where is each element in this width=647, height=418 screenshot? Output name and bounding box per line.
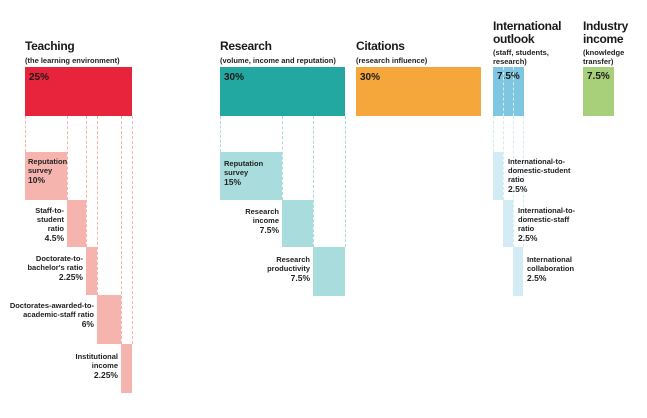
international-staff-ratio-label: International-to-domestic-staff ratio 2.… <box>518 206 582 243</box>
teaching-guide-line <box>86 116 87 247</box>
international-title: International outlook <box>493 19 562 46</box>
teaching-doctorates-awarded-box <box>97 295 121 344</box>
industry-weight: 7.5% <box>587 71 610 82</box>
citations-subtitle: (research influence) <box>356 56 428 65</box>
teaching-staff-ratio-box <box>67 200 86 247</box>
teaching-guide-line <box>121 116 122 344</box>
teaching-doctorate-bachelor-label: Doctorate-to-bachelor's ratio 2.25% <box>20 254 83 282</box>
international-student-ratio-value: 2.5% <box>508 184 528 194</box>
international-guide-line <box>503 116 504 200</box>
industry-bar <box>583 67 614 116</box>
research-subtitle: (volume, income and reputation) <box>220 56 336 65</box>
teaching-reputation-value: 10% <box>28 175 46 185</box>
international-student-ratio-label: International-to-domestic-student ratio … <box>508 157 571 194</box>
teaching-staff-ratio-label: Staff-to-student ratio 4.5% <box>20 206 64 243</box>
research-bar <box>220 67 345 116</box>
research-weight: 30% <box>224 72 245 83</box>
teaching-guide-line <box>25 116 26 152</box>
research-reputation-value: 15% <box>224 177 242 187</box>
international-bar <box>493 67 524 116</box>
international-guide-line <box>513 116 514 247</box>
research-guide-line <box>220 116 221 152</box>
teaching-doctorate-bachelor-value: 2.25% <box>58 272 83 282</box>
citations-weight: 30% <box>360 72 381 83</box>
international-student-ratio-box <box>493 152 503 200</box>
international-guide-line <box>493 116 494 152</box>
teaching-guide-line <box>132 116 133 344</box>
teaching-bar <box>25 67 132 116</box>
international-collaboration-value: 2.5% <box>527 273 547 283</box>
research-productivity-label: Research productivity 7.5% <box>250 255 310 283</box>
teaching-reputation-box <box>25 152 67 200</box>
international-weight: 7.5% <box>497 71 520 82</box>
research-guide-line <box>282 116 283 200</box>
teaching-guide-line <box>67 116 68 200</box>
research-guide-line <box>313 116 314 247</box>
teaching-subtitle: (the learning environment) <box>25 56 120 65</box>
teaching-doctorates-awarded-label: Doctorates-awarded-to-academic-staff rat… <box>9 301 94 329</box>
international-inner-divider <box>513 67 514 116</box>
international-collaboration-label: International collaboration 2.5% <box>527 255 587 283</box>
industry-title: Industry income <box>583 19 628 46</box>
teaching-title: Teaching <box>25 39 75 53</box>
research-guide-line <box>345 116 346 247</box>
international-staff-ratio-value: 2.5% <box>518 233 538 243</box>
teaching-institutional-income-label: Institutional income 2.25% <box>60 352 119 380</box>
industry-subtitle: (knowledge transfer) <box>583 48 625 66</box>
teaching-reputation-label: Reputation survey 10% <box>28 157 68 185</box>
research-reputation-box <box>220 152 282 200</box>
teaching-institutional-income-box <box>121 344 132 393</box>
research-productivity-box <box>313 247 345 296</box>
research-productivity-value: 7.5% <box>290 273 310 283</box>
research-reputation-label: Reputation survey 15% <box>224 159 280 187</box>
international-guide-line <box>523 116 524 247</box>
research-title: Research <box>220 39 272 53</box>
citations-title: Citations <box>356 39 405 53</box>
research-income-label: Research income 7.5% <box>235 207 279 235</box>
teaching-staff-ratio-value: 4.5% <box>44 233 64 243</box>
international-collaboration-box <box>513 247 523 296</box>
teaching-institutional-income-value: 2.25% <box>93 370 118 380</box>
citations-bar <box>356 67 481 116</box>
teaching-doctorate-bachelor-box <box>86 247 97 295</box>
international-inner-divider <box>503 67 504 116</box>
research-income-box <box>282 200 313 247</box>
teaching-weight: 25% <box>29 72 50 83</box>
teaching-doctorates-awarded-value: 6% <box>81 319 94 329</box>
teaching-guide-line <box>97 116 98 295</box>
international-staff-ratio-box <box>503 200 513 247</box>
international-subtitle: (staff, students, research) <box>493 48 549 66</box>
research-income-value: 7.5% <box>259 225 279 235</box>
